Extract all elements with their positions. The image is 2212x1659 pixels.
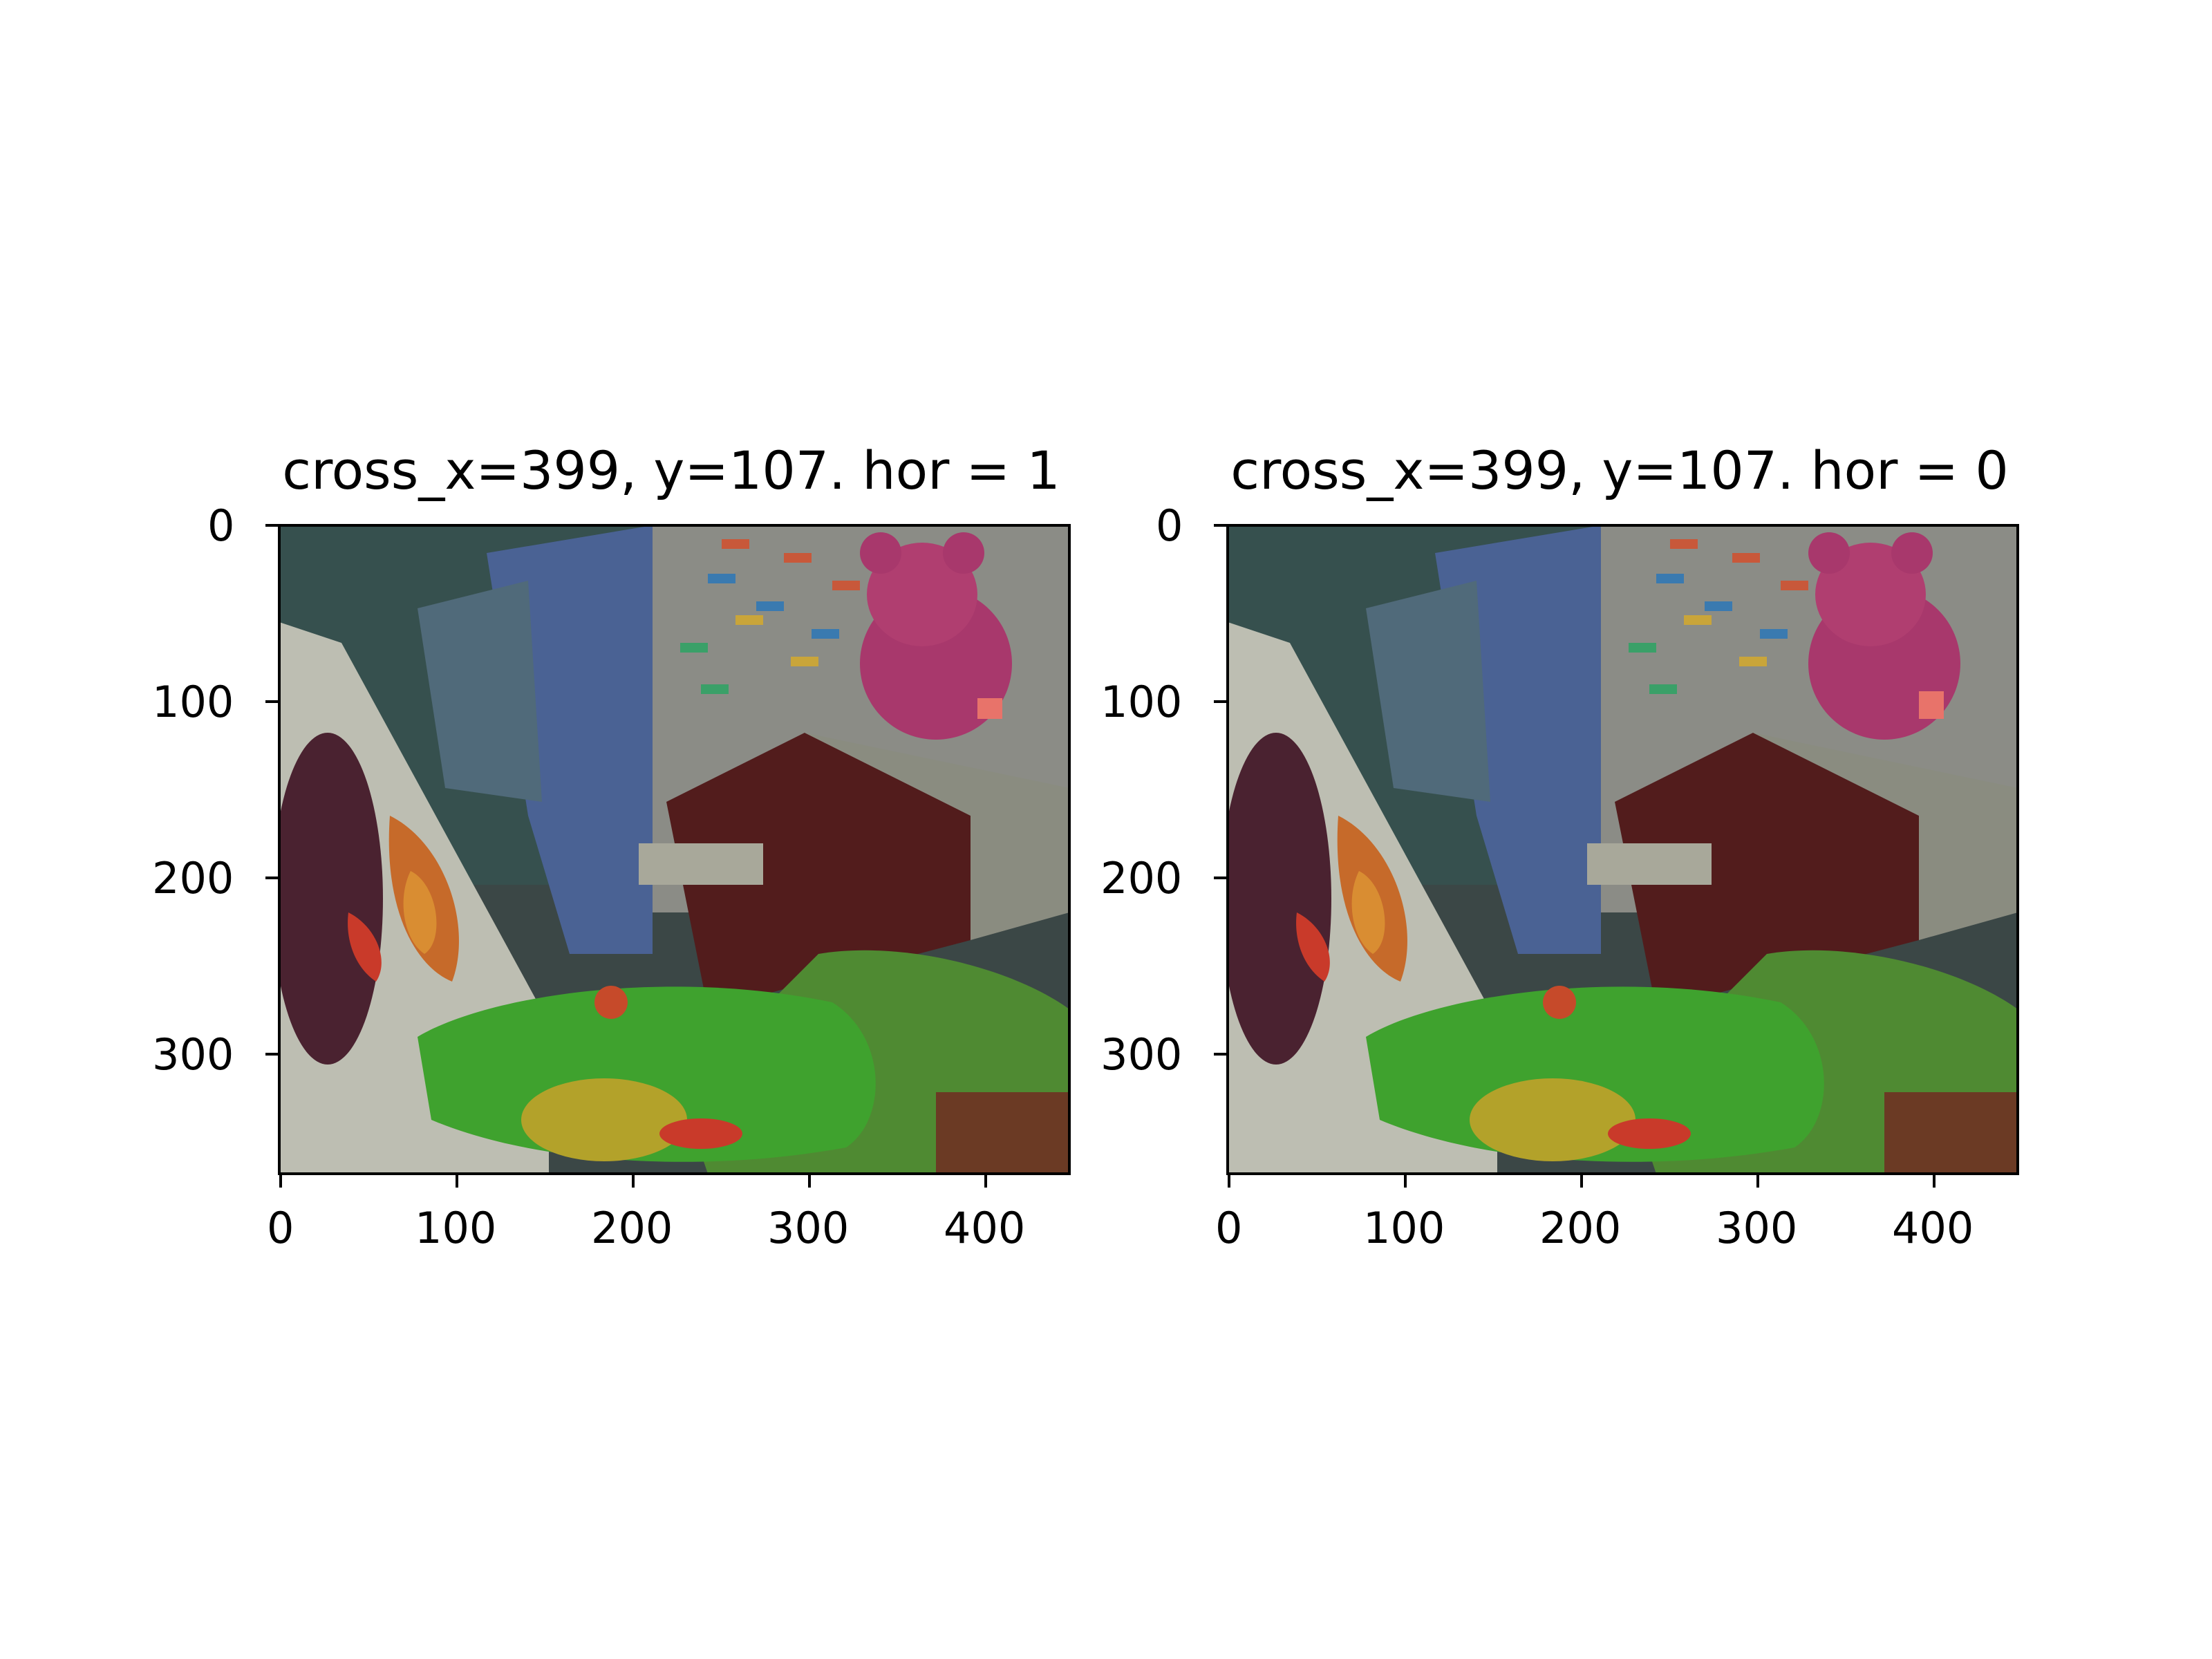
x-tick-label: 0 (1215, 1203, 1243, 1253)
y-tick (265, 1053, 279, 1056)
subplot-title: cross_x=399, y=107. hor = 1 (282, 440, 1060, 501)
x-tick (1228, 1174, 1230, 1188)
marker-highlight (977, 698, 1002, 719)
y-tick-label: 100 (1100, 677, 1183, 727)
y-tick (1214, 877, 1228, 879)
y-tick (1214, 700, 1228, 703)
y-tick-label: 200 (152, 853, 234, 903)
x-tick (1404, 1174, 1407, 1188)
x-tick (632, 1174, 635, 1188)
x-tick-label: 300 (1716, 1203, 1798, 1253)
y-tick-label: 200 (1100, 853, 1183, 903)
scene-image (279, 525, 1069, 1174)
y-tick-label: 0 (207, 500, 235, 551)
x-tick (808, 1174, 811, 1188)
y-tick (265, 524, 279, 527)
x-tick (1580, 1174, 1583, 1188)
scene-image-svg (1228, 525, 2018, 1174)
x-tick (1756, 1174, 1759, 1188)
y-tick-label: 300 (1100, 1029, 1183, 1080)
subplot-title: cross_x=399, y=107. hor = 0 (1230, 440, 2009, 501)
scene-image-svg (279, 525, 1069, 1174)
x-tick-label: 400 (944, 1203, 1026, 1253)
y-tick (1214, 1053, 1228, 1056)
x-tick (456, 1174, 458, 1188)
x-tick (1933, 1174, 1936, 1188)
x-tick-label: 300 (767, 1203, 850, 1253)
y-tick-label: 100 (152, 677, 234, 727)
y-tick (265, 877, 279, 879)
x-tick-label: 100 (1363, 1203, 1445, 1253)
x-tick (984, 1174, 987, 1188)
y-tick-label: 300 (152, 1029, 234, 1080)
scene-image (1228, 525, 2018, 1174)
x-tick-label: 400 (1892, 1203, 1974, 1253)
x-tick-label: 200 (591, 1203, 673, 1253)
x-tick-label: 0 (267, 1203, 294, 1253)
x-tick-label: 100 (415, 1203, 497, 1253)
x-tick-label: 200 (1539, 1203, 1622, 1253)
x-tick (279, 1174, 282, 1188)
y-tick (1214, 524, 1228, 527)
marker-highlight (1919, 691, 1944, 719)
y-tick (265, 700, 279, 703)
y-tick-label: 0 (1156, 500, 1183, 551)
